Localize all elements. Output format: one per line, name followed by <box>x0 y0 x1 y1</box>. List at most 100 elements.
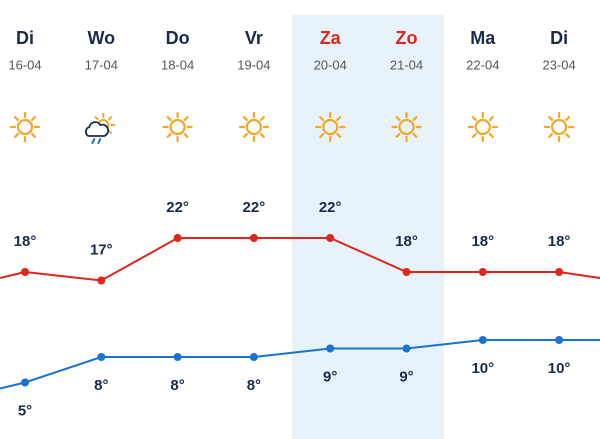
sun-core <box>398 118 415 136</box>
sun-ray <box>166 132 172 138</box>
data-point <box>21 378 29 387</box>
value-label: 10° <box>471 360 494 377</box>
value-label: 22° <box>243 199 266 216</box>
sun-ray <box>30 116 36 122</box>
sun-ray <box>471 116 477 122</box>
sun-ray <box>30 132 36 138</box>
value-label: 18° <box>14 233 37 250</box>
sun-ray <box>319 132 325 138</box>
sun-ray <box>14 116 20 122</box>
data-point <box>249 234 258 242</box>
data-point <box>173 234 182 242</box>
sun-ray <box>565 116 571 122</box>
value-label: 8° <box>170 377 184 394</box>
series-line <box>24 237 560 282</box>
sun-ray <box>319 116 325 122</box>
value-label: 22° <box>319 199 342 216</box>
data-point <box>478 268 487 276</box>
data-point <box>555 268 564 276</box>
sun-ray <box>259 132 265 138</box>
sun-ray <box>336 132 342 138</box>
sun-ray <box>14 132 20 138</box>
sun-ray <box>94 116 99 121</box>
rain-drop <box>97 138 102 144</box>
date-label: 17-04 <box>85 57 118 72</box>
data-point <box>478 336 487 344</box>
day-label: Do <box>166 28 190 48</box>
sun-ray <box>107 129 113 134</box>
cloud-icon <box>85 113 116 144</box>
day-label: Za <box>320 28 342 48</box>
day-label: Ma <box>470 28 496 48</box>
sun-ray <box>548 116 554 122</box>
data-point <box>326 234 335 242</box>
sun-core <box>16 118 34 136</box>
date-label: 20-04 <box>314 57 347 72</box>
sun-ray <box>166 116 172 122</box>
sun-ray <box>488 116 494 122</box>
sun-ray <box>259 116 265 122</box>
cloud <box>85 121 110 137</box>
sun-ray <box>183 116 189 122</box>
value-label: 18° <box>548 233 571 250</box>
value-label: 9° <box>323 368 337 385</box>
weekend-highlight <box>292 15 444 439</box>
day-label: Di <box>16 28 34 48</box>
sun-icon <box>467 111 498 143</box>
value-label: 18° <box>471 233 494 250</box>
day-label: Vr <box>245 28 263 48</box>
value-label: 17° <box>90 241 113 258</box>
sun-ray <box>471 132 477 138</box>
data-point <box>555 336 564 344</box>
sun-icon <box>162 111 193 143</box>
date-label: 19-04 <box>237 57 270 72</box>
data-point <box>402 344 411 353</box>
date-label: 23-04 <box>542 57 575 72</box>
sun-core <box>550 118 568 136</box>
sun-core <box>245 118 262 136</box>
data-point <box>402 268 411 276</box>
data-point <box>21 268 29 276</box>
sun-ray <box>488 132 494 138</box>
rain-drop <box>91 138 96 144</box>
line-edge <box>0 381 26 390</box>
sun-ray <box>412 116 418 122</box>
date-label: 22-04 <box>466 57 499 72</box>
value-label: 22° <box>166 199 189 216</box>
sun-core <box>474 118 491 136</box>
data-point <box>97 276 106 285</box>
value-label: 10° <box>548 360 571 377</box>
sun-icon <box>315 111 346 143</box>
sun-ray <box>395 132 401 138</box>
line-edge <box>0 271 26 279</box>
value-label: 8° <box>94 377 108 394</box>
sun-core <box>322 118 339 136</box>
sun-ray <box>242 116 248 122</box>
sun-ray <box>242 132 248 138</box>
sun-icon <box>543 111 575 143</box>
date-label: 21-04 <box>390 57 423 72</box>
sun-icon <box>238 111 269 143</box>
sun-ray <box>565 132 571 138</box>
data-point <box>326 344 335 353</box>
sun-icon <box>9 111 41 143</box>
day-label: Zo <box>396 28 418 48</box>
sun-ray <box>412 132 418 138</box>
sun-ray <box>395 116 401 122</box>
sun-ray <box>107 116 113 121</box>
sun-ray <box>183 132 189 138</box>
series-line <box>24 339 560 384</box>
value-label: 18° <box>395 233 418 250</box>
data-point <box>173 353 182 361</box>
sun-core <box>169 118 186 136</box>
sun-ray <box>336 116 342 122</box>
sun-ray <box>548 132 554 138</box>
value-label: 9° <box>399 368 413 385</box>
date-label: 16-04 <box>8 57 41 72</box>
data-point <box>97 353 106 361</box>
date-label: 18-04 <box>161 57 194 72</box>
sun-icon <box>391 111 422 143</box>
value-label: 8° <box>247 377 261 394</box>
